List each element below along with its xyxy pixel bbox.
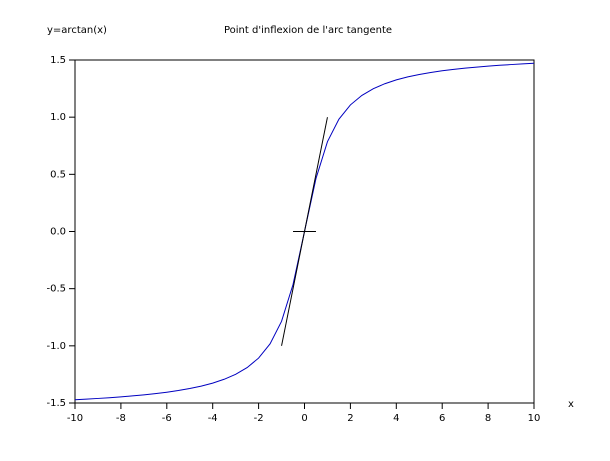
x-tick-label: 2 <box>347 413 353 424</box>
x-tick-label: 8 <box>485 413 491 424</box>
x-tick-label: 4 <box>393 413 399 424</box>
x-tick-label: 6 <box>439 413 445 424</box>
y-tick-label: 1.0 <box>50 112 66 123</box>
x-axis-label: x <box>568 399 574 410</box>
x-tick-label: -4 <box>208 413 218 424</box>
x-tick-label: -6 <box>162 413 172 424</box>
y-tick-label: 0.5 <box>50 169 66 180</box>
y-tick-label: 0.0 <box>50 227 66 238</box>
y-tick-label: -1.0 <box>46 341 66 352</box>
y-tick-label: -1.5 <box>46 398 66 409</box>
y-axis-label: y=arctan(x) <box>47 25 107 36</box>
chart-title: Point d'inflexion de l'arc tangente <box>224 25 392 36</box>
x-tick-label: 0 <box>301 413 307 424</box>
y-tick-label: 1.5 <box>50 55 66 66</box>
x-tick-label: 10 <box>528 413 541 424</box>
x-tick-label: -8 <box>116 413 126 424</box>
y-tick-label: -0.5 <box>46 284 66 295</box>
x-tick-label: -10 <box>67 413 83 424</box>
x-tick-label: -2 <box>254 413 264 424</box>
